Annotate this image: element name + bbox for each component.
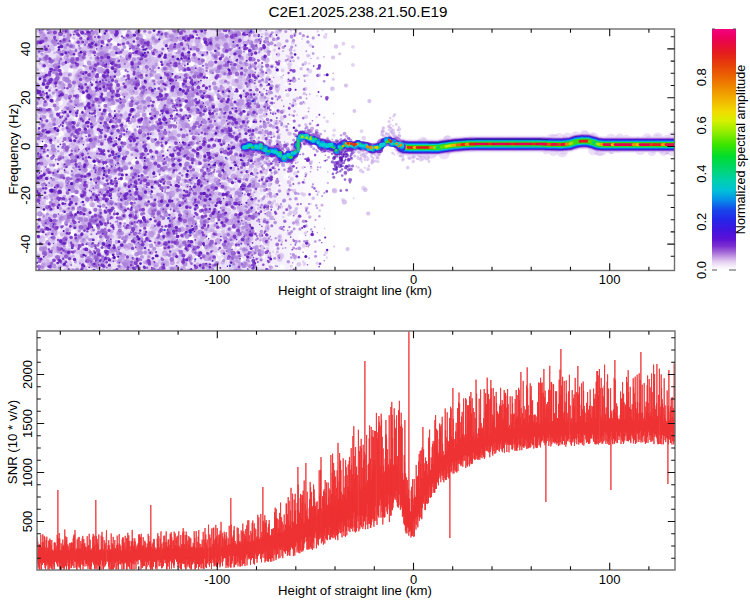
svg-text:Normalized spectral amplitude: Normalized spectral amplitude bbox=[734, 65, 748, 234]
svg-text:SNR (10 * v/v): SNR (10 * v/v) bbox=[5, 400, 20, 484]
svg-text:Height of straight line (km): Height of straight line (km) bbox=[278, 583, 432, 598]
svg-text:-100: -100 bbox=[204, 272, 230, 287]
svg-text:0.6: 0.6 bbox=[694, 116, 709, 134]
svg-text:-20: -20 bbox=[18, 186, 33, 205]
svg-text:0: 0 bbox=[18, 143, 33, 150]
svg-text:-40: -40 bbox=[18, 235, 33, 254]
svg-text:C2E1.2025.238.21.50.E19: C2E1.2025.238.21.50.E19 bbox=[268, 3, 447, 20]
svg-text:20: 20 bbox=[18, 90, 33, 104]
svg-text:0.4: 0.4 bbox=[694, 165, 709, 183]
svg-text:1000: 1000 bbox=[20, 458, 35, 487]
svg-text:100: 100 bbox=[599, 272, 621, 287]
svg-text:0.8: 0.8 bbox=[694, 68, 709, 86]
svg-text:0.0: 0.0 bbox=[694, 261, 709, 279]
svg-text:2000: 2000 bbox=[20, 360, 35, 389]
svg-text:40: 40 bbox=[18, 42, 33, 56]
svg-text:1500: 1500 bbox=[20, 409, 35, 438]
svg-text:Height of straight line (km): Height of straight line (km) bbox=[278, 283, 432, 298]
svg-text:500: 500 bbox=[20, 511, 35, 533]
svg-text:0.2: 0.2 bbox=[694, 213, 709, 231]
svg-text:100: 100 bbox=[599, 572, 621, 587]
svg-text:-100: -100 bbox=[204, 572, 230, 587]
